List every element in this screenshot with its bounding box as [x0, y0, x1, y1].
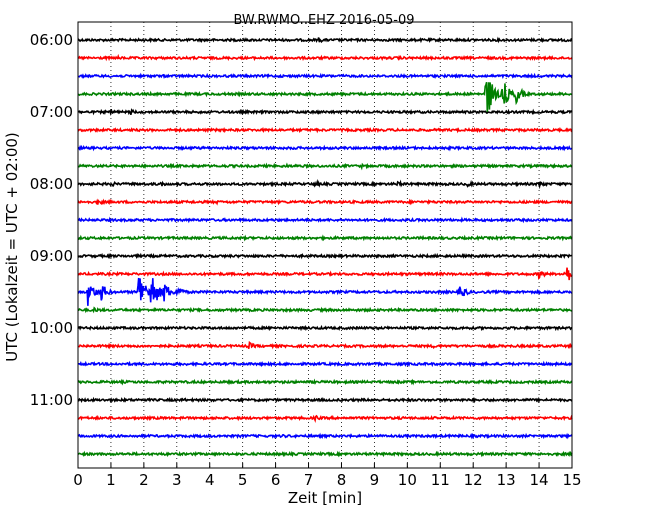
x-tick-label: 7 — [304, 471, 314, 489]
y-tick-label: 09:00 — [30, 247, 73, 265]
trace-line-0745 — [77, 162, 573, 171]
x-axis-label: Zeit [min] — [288, 489, 362, 507]
trace-line-0615 — [77, 53, 573, 62]
x-tick-label: 5 — [238, 471, 248, 489]
x-tick-label: 9 — [370, 471, 380, 489]
trace-line-1115 — [77, 414, 573, 424]
trace-line-0730 — [77, 144, 573, 152]
trace-line-1130 — [77, 432, 573, 440]
trace-line-0945 — [78, 306, 573, 314]
trace-line-0845 — [77, 234, 573, 242]
y-tick-label: 10:00 — [30, 319, 73, 337]
trace-line-0900 — [77, 252, 573, 260]
trace-line-0630 — [77, 72, 573, 80]
x-tick-label: 8 — [337, 471, 347, 489]
x-tick-label: 15 — [562, 471, 581, 489]
y-axis-label: UTC (Lokalzeit = UTC + 02:00) — [3, 132, 21, 362]
y-tick-label: 06:00 — [30, 31, 73, 49]
trace-line-0800 — [77, 178, 573, 190]
trace-line-0700 — [77, 108, 573, 117]
trace-line-0930 — [77, 277, 573, 306]
y-tick-label: 11:00 — [30, 391, 73, 409]
trace-line-1100 — [77, 396, 573, 404]
trace-line-0600 — [77, 36, 573, 44]
trace-line-1030 — [77, 360, 573, 368]
plot-frame — [77, 21, 573, 469]
x-tick-label: 6 — [271, 471, 281, 489]
trace-line-0645 — [77, 82, 573, 113]
trace-line-1045 — [77, 378, 573, 386]
chart-title: BW.RWMO..EHZ 2016-05-09 — [233, 13, 414, 28]
x-tick-label: 2 — [139, 471, 149, 489]
x-tick-label: 0 — [73, 471, 83, 489]
x-tick-label: 10 — [398, 471, 417, 489]
trace-line-1000 — [77, 324, 573, 332]
x-tick-label: 3 — [172, 471, 182, 489]
y-tick-label: 07:00 — [30, 103, 73, 121]
trace-line-0915 — [77, 267, 573, 281]
trace-line-0830 — [77, 216, 573, 224]
trace-line-0815 — [77, 198, 573, 206]
x-tick-label: 1 — [106, 471, 116, 489]
x-axis-ticks: 0 1 2 3 4 5 6 7 8 9 10 11 12 13 14 15 — [73, 463, 582, 489]
y-axis-ticks: 06:00 07:00 08:00 09:00 10:00 11:00 — [30, 31, 83, 409]
y-tick-label: 08:00 — [30, 175, 73, 193]
trace-line-1145 — [77, 450, 573, 458]
trace-group — [77, 36, 573, 458]
x-tick-label: 13 — [497, 471, 516, 489]
trace-line-0715 — [77, 126, 573, 134]
trace-line-1015 — [77, 340, 573, 350]
x-tick-label: 4 — [205, 471, 215, 489]
x-tick-label: 11 — [431, 471, 450, 489]
x-tick-label: 14 — [530, 471, 549, 489]
x-tick-label: 12 — [464, 471, 483, 489]
